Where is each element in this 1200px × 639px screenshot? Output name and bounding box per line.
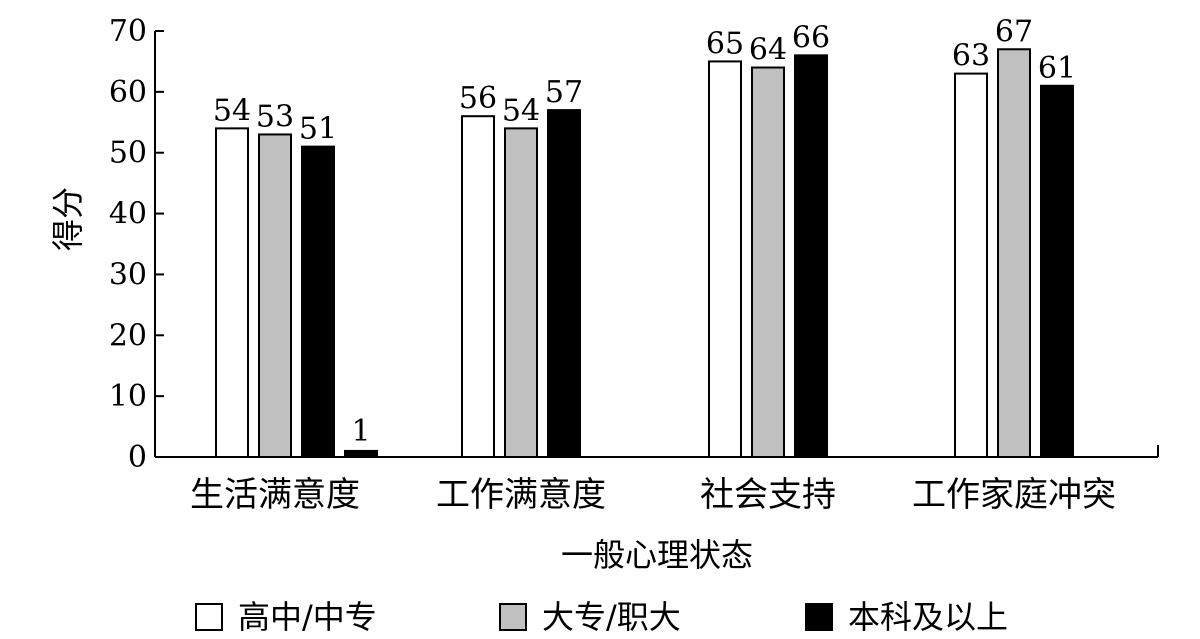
legend-swatch [805,603,833,631]
bar [1040,84,1074,459]
y-tick-label: 10 [109,379,147,414]
bar [504,127,538,458]
bar [954,72,988,458]
y-tick-label: 20 [109,318,147,353]
bar [547,109,581,458]
y-tick-label: 30 [109,257,147,292]
bar [751,66,785,458]
bar [301,145,335,458]
bar [997,48,1031,458]
y-axis-title: 得分 [49,187,87,251]
data-label: 63 [952,39,990,74]
data-label: 51 [299,112,337,147]
y-tick-label: 60 [109,75,147,110]
y-tick-label: 40 [109,197,147,232]
y-tick-label: 50 [109,136,147,171]
legend-label: 高中/中专 [238,598,377,636]
data-label: 56 [459,81,497,116]
x-tick-label: 工作满意度 [436,475,606,515]
data-label: 65 [706,26,744,61]
x-tick-label: 生活满意度 [190,475,360,515]
legend-label: 本科及以上 [848,598,1008,636]
bar [215,127,249,458]
x-axis-title: 一般心理状态 [561,536,753,574]
legend: 高中/中专 大专/职大 本科及以上 [195,598,1008,636]
y-tick-label: 0 [128,440,147,475]
data-label: 57 [545,75,583,110]
bar [794,54,828,458]
data-label: 53 [256,99,294,134]
data-label: 54 [213,93,251,128]
data-label: 66 [792,20,830,55]
bar [708,60,742,459]
legend-swatch [499,603,527,631]
data-label-extra: 1 [351,414,370,449]
bar [461,115,495,458]
x-tick-label: 社会支持 [700,475,836,515]
y-tick-label: 70 [109,14,147,49]
x-tick-label: 工作家庭冲突 [912,475,1116,515]
data-label: 54 [502,93,540,128]
bar-extra [344,449,378,458]
legend-label: 大专/职大 [542,598,681,636]
bars [215,48,1074,459]
bar [258,133,292,458]
category-labels: 生活满意度 工作满意度 社会支持 工作家庭冲突 [190,475,1116,515]
data-label: 61 [1038,51,1076,86]
data-label: 64 [749,33,787,68]
y-ticks: 0 10 20 30 40 50 60 70 [109,14,164,475]
data-label: 67 [995,14,1033,49]
legend-swatch [195,603,223,631]
